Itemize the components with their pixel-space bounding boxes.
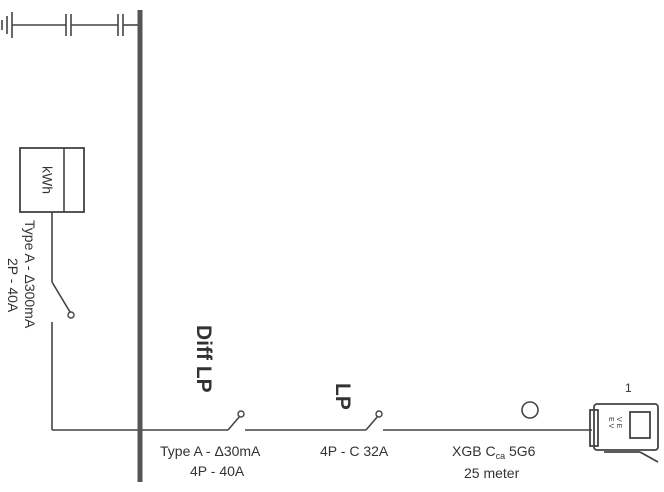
mcb-rating: 4P - C 32A [320, 443, 389, 459]
charger-label-line1: V E [615, 417, 622, 429]
ground-symbol [1, 12, 138, 38]
meter-feed-wire [51, 212, 138, 431]
cable-spec: XGB Cca 5G6 [452, 443, 536, 461]
main-breaker-rating: 2P - 40A [5, 258, 21, 313]
diff-breaker-contact [237, 410, 245, 418]
diff-breaker-heading: Diff LP [192, 325, 215, 393]
kwh-label: kWh [39, 166, 55, 194]
cable-length: 25 meter [464, 465, 520, 481]
main-breaker-type: Type A - Δ300mA [22, 220, 38, 329]
mcb-contact [375, 410, 383, 418]
kwh-meter: kWh [19, 147, 85, 213]
ev-charger [589, 403, 659, 463]
main-breaker-contact [67, 311, 75, 319]
mcb-heading: LP [331, 383, 354, 410]
diff-breaker-rating: 4P - 40A [190, 463, 245, 479]
diff-breaker-type: Type A - Δ30mA [160, 443, 261, 459]
charger-number: 1 [625, 381, 632, 395]
output-line [142, 415, 592, 431]
charger-label-line2: E V [607, 417, 614, 429]
cable-marker [521, 401, 539, 419]
